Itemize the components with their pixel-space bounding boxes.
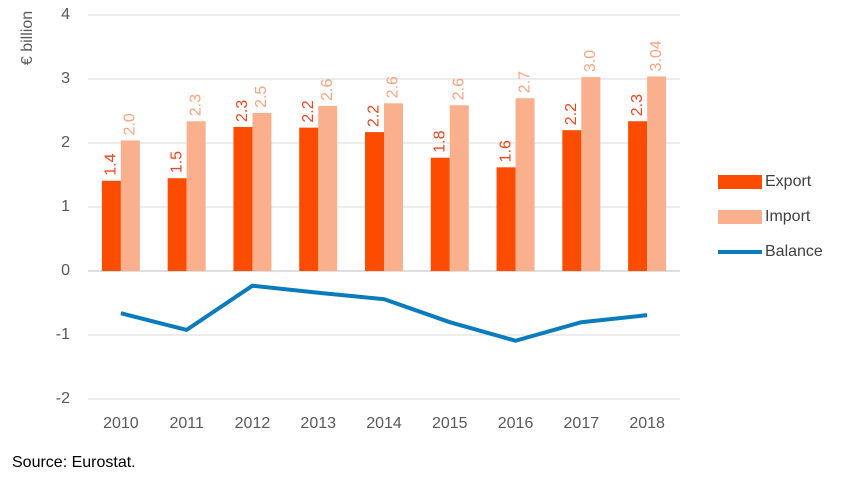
x-tick-label: 2016	[498, 415, 534, 432]
bar	[647, 76, 667, 271]
y-axis-label: € billion	[19, 11, 36, 65]
x-tick-label: 2010	[103, 415, 139, 432]
bar	[167, 178, 187, 271]
legend-text: Export	[765, 173, 812, 190]
bar	[120, 140, 140, 271]
y-tick-label: -1	[56, 326, 70, 343]
y-tick-label: 0	[61, 262, 70, 279]
bar	[562, 130, 582, 271]
x-tick-label: 2011	[169, 415, 204, 432]
value-label: 2.2	[563, 103, 580, 125]
value-label: 2.5	[253, 86, 270, 108]
bar	[299, 127, 319, 271]
value-label: 2.6	[450, 78, 467, 100]
legend-text: Import	[765, 208, 811, 225]
bar	[581, 77, 601, 271]
bar	[365, 132, 384, 271]
bar	[628, 121, 648, 272]
y-tick-label: 4	[61, 6, 70, 23]
bar	[449, 105, 469, 272]
x-tick-label: 2015	[432, 415, 468, 432]
value-label: 2.2	[300, 100, 317, 122]
bar	[101, 180, 121, 271]
value-label: 2.3	[234, 100, 251, 122]
line	[120, 283, 648, 343]
value-label: 2.6	[319, 79, 336, 101]
bar	[430, 157, 450, 271]
value-label: 2.6	[385, 76, 402, 98]
bar	[496, 167, 516, 271]
x-tick-label: 2013	[300, 415, 336, 432]
value-label: 1.5	[168, 151, 185, 173]
value-label: 3.04	[648, 40, 665, 71]
value-label: 2.3	[629, 94, 646, 116]
bar	[233, 127, 253, 271]
x-tick-label: 2014	[366, 415, 402, 432]
bar	[186, 121, 206, 272]
x-tick-label: 2018	[629, 415, 665, 432]
value-label: 3.0	[582, 50, 599, 72]
legend-swatch	[718, 175, 762, 189]
x-tick-label: 2017	[564, 415, 600, 432]
x-tick-label: 2012	[235, 415, 271, 432]
y-tick-label: 2	[61, 134, 70, 151]
y-tick-label: -2	[56, 390, 70, 407]
value-label: 2.3	[187, 94, 204, 116]
value-label: 1.6	[497, 140, 514, 162]
bar	[384, 103, 403, 271]
source: Source: Eurostat.	[12, 454, 136, 471]
value-label: 2.2	[366, 105, 383, 127]
bar	[252, 112, 272, 271]
y-tick-label: 3	[61, 70, 70, 87]
bar	[515, 98, 535, 271]
legend-swatch	[718, 210, 762, 224]
legend-text: Balance	[765, 243, 823, 260]
bar	[318, 105, 338, 271]
y-tick-label: 1	[61, 198, 70, 215]
value-label: 1.4	[103, 153, 120, 175]
value-label: 2.7	[516, 71, 533, 93]
value-label: 1.8	[431, 130, 448, 152]
value-label: 2.0	[122, 113, 139, 135]
